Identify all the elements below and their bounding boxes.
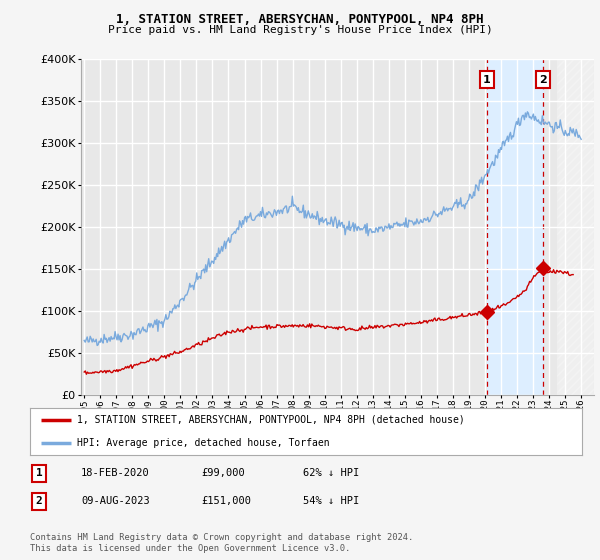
Text: 1: 1 (483, 75, 491, 85)
Text: £99,000: £99,000 (201, 468, 245, 478)
Text: HPI: Average price, detached house, Torfaen: HPI: Average price, detached house, Torf… (77, 438, 329, 448)
Bar (557, 59, 594, 395)
Text: 54% ↓ HPI: 54% ↓ HPI (303, 496, 359, 506)
Text: Price paid vs. HM Land Registry's House Price Index (HPI): Price paid vs. HM Land Registry's House … (107, 25, 493, 35)
Text: 2: 2 (539, 75, 547, 85)
Text: 1, STATION STREET, ABERSYCHAN, PONTYPOOL, NP4 8PH (detached house): 1, STATION STREET, ABERSYCHAN, PONTYPOOL… (77, 415, 464, 425)
Bar (487, 59, 543, 395)
Text: 2: 2 (35, 496, 43, 506)
Text: Contains HM Land Registry data © Crown copyright and database right 2024.
This d: Contains HM Land Registry data © Crown c… (30, 533, 413, 553)
Bar (557, 59, 594, 395)
Text: 09-AUG-2023: 09-AUG-2023 (81, 496, 150, 506)
Text: 1: 1 (35, 468, 43, 478)
Text: 1, STATION STREET, ABERSYCHAN, PONTYPOOL, NP4 8PH: 1, STATION STREET, ABERSYCHAN, PONTYPOOL… (116, 13, 484, 26)
Text: 18-FEB-2020: 18-FEB-2020 (81, 468, 150, 478)
Text: £151,000: £151,000 (201, 496, 251, 506)
Text: 62% ↓ HPI: 62% ↓ HPI (303, 468, 359, 478)
